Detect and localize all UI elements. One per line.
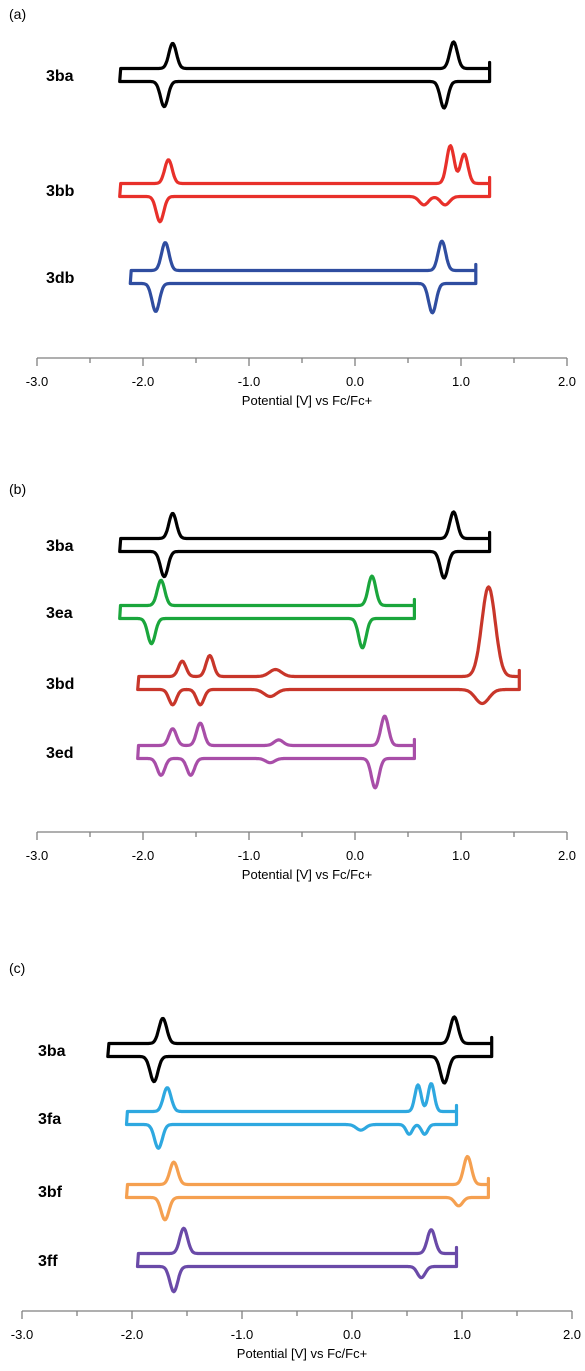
series-label-3ea: 3ea — [46, 605, 73, 622]
series-label-3bb: 3bb — [46, 183, 75, 200]
series-label-3bf: 3bf — [38, 1184, 63, 1201]
cv-trace-3db — [128, 239, 478, 315]
cv-panel-1: (b) 3ba 3ea 3bd 3ed -3.0 -2.0 -1.0 0.0 1.0 2.0 Pote… — [9, 481, 576, 882]
x-axis-title: Potential [V] vs Fc/Fc+ — [242, 867, 372, 882]
cv-trace-3ba — [106, 1015, 494, 1085]
cv-panel-0: (a) 3ba 3bb 3db -3.0 -2.0 -1.0 0.0 1.0 2.0 Potenti… — [9, 6, 576, 408]
x-tick-label: -2.0 — [132, 374, 154, 389]
panel-label: (c) — [9, 960, 25, 976]
series-label-3bd: 3bd — [46, 676, 74, 693]
x-tick-label: 2.0 — [558, 848, 576, 863]
x-tick-label: 1.0 — [452, 848, 470, 863]
x-tick-label: -1.0 — [238, 848, 260, 863]
cv-trace-3ba — [118, 510, 492, 580]
cv-trace-3ba — [118, 40, 492, 110]
cv-panel-2: (c) 3ba 3fa 3bf 3ff -3.0 -2.0 -1.0 0.0 1.0 2.0 Pote… — [9, 960, 581, 1361]
cv-trace-3ea — [118, 574, 416, 650]
x-tick-label: -3.0 — [11, 1327, 33, 1342]
panel-label: (a) — [9, 6, 26, 22]
x-axis-title: Potential [V] vs Fc/Fc+ — [242, 393, 372, 408]
x-axis-title: Potential [V] vs Fc/Fc+ — [237, 1346, 367, 1361]
x-tick-label: 0.0 — [343, 1327, 361, 1342]
panel-label: (b) — [9, 481, 26, 497]
cv-trace-3fa — [124, 1082, 459, 1150]
x-tick-label: -3.0 — [26, 374, 48, 389]
cv-trace-3ed — [136, 714, 416, 790]
x-tick-label: -3.0 — [26, 848, 48, 863]
x-tick-label: -2.0 — [121, 1327, 143, 1342]
x-tick-label: 0.0 — [346, 848, 364, 863]
x-tick-label: -2.0 — [132, 848, 154, 863]
x-tick-label: 1.0 — [452, 374, 470, 389]
cv-trace-3bf — [124, 1154, 490, 1222]
cv-trace-3ff — [135, 1226, 459, 1294]
x-tick-label: 2.0 — [558, 374, 576, 389]
x-tick-label: 2.0 — [563, 1327, 581, 1342]
series-label-3fa: 3fa — [38, 1111, 61, 1128]
series-label-3ba: 3ba — [38, 1043, 66, 1060]
series-label-3ba: 3ba — [46, 538, 74, 555]
x-tick-label: 1.0 — [453, 1327, 471, 1342]
series-label-3db: 3db — [46, 270, 75, 287]
x-tick-label: -1.0 — [238, 374, 260, 389]
series-label-3ff: 3ff — [38, 1253, 58, 1270]
cv-trace-3bb — [118, 144, 492, 224]
x-tick-label: -1.0 — [231, 1327, 253, 1342]
series-label-3ba: 3ba — [46, 68, 74, 85]
series-label-3ed: 3ed — [46, 745, 74, 762]
x-tick-label: 0.0 — [346, 374, 364, 389]
cv-trace-3bd — [136, 585, 521, 707]
